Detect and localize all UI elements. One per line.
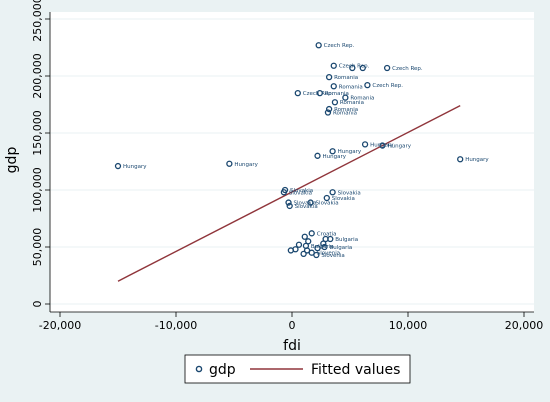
data-point <box>330 62 337 69</box>
point-label: Romania <box>339 84 363 90</box>
data-point <box>342 94 349 101</box>
point-label: Slovakia <box>295 204 318 210</box>
point-label: Slovakia <box>290 188 313 194</box>
data-point <box>349 64 356 72</box>
y-tick-label: 250,000 <box>31 0 44 42</box>
data-point <box>329 189 336 196</box>
point-label: Slovenia <box>317 251 340 257</box>
data-point <box>325 73 333 81</box>
legend-fit-label: Fitted values <box>311 362 400 378</box>
data-point <box>325 105 333 113</box>
y-tick-label: 200,000 <box>31 53 44 99</box>
point-label: Bulgaria <box>335 237 358 243</box>
data-point <box>361 141 369 148</box>
y-tick-label: 50,000 <box>31 228 44 267</box>
point-label: Czech Rep. <box>372 83 403 89</box>
point-label: Slovenia <box>321 253 344 259</box>
y-tick-label: 150,000 <box>31 110 44 156</box>
data-point <box>301 233 308 240</box>
point-label: Hungary <box>370 142 394 148</box>
data-point <box>316 89 323 97</box>
x-axis-title: fdi <box>283 338 301 354</box>
point-label: Slovakia <box>332 196 355 202</box>
legend-scatter-label: gdp <box>209 362 236 378</box>
data-points: Czech Rep.Czech Rep. Czech Rep.RomaniaRom… <box>114 42 489 259</box>
data-point <box>331 99 339 106</box>
point-label: Slovakia <box>316 201 339 207</box>
point-label: Romania <box>325 91 349 97</box>
data-point <box>383 64 391 72</box>
axes: 0 50,000 100,000 150,000 200,000 250,000 -20,0… <box>31 0 543 332</box>
y-tick-label: 0 <box>31 301 44 308</box>
legend-scatter-marker <box>195 365 203 373</box>
point-label: Slovakia <box>289 190 312 196</box>
point-label: Romania <box>340 100 364 106</box>
x-tick-label: 20,000 <box>505 319 544 332</box>
point-label: Hungary <box>465 157 489 163</box>
point-label: Romania <box>334 107 358 113</box>
point-label: Romania <box>350 96 374 102</box>
point-label: Czech Rep. <box>303 91 334 97</box>
point-label: Croatia <box>317 231 337 237</box>
data-point <box>307 199 314 206</box>
data-point <box>285 199 292 206</box>
data-point <box>364 81 371 89</box>
fitted-line-group <box>117 105 461 282</box>
data-point <box>313 251 320 259</box>
data-point <box>300 250 307 257</box>
data-point <box>295 241 303 248</box>
plot-area <box>50 12 534 312</box>
data-point <box>320 240 327 247</box>
x-tick-label: 10,000 <box>389 319 428 332</box>
data-point <box>457 156 464 163</box>
point-label: Hungary <box>323 154 347 160</box>
point-label: Romania <box>333 110 357 116</box>
data-point <box>308 230 315 237</box>
legend: gdp Fitted values <box>184 354 411 384</box>
point-label: Slovakia <box>338 190 361 196</box>
data-point <box>327 235 334 243</box>
data-point <box>287 247 294 254</box>
y-tick-label: 100,000 <box>31 167 44 213</box>
point-label: Hungary <box>338 149 362 155</box>
point-label: Slovakia <box>294 201 317 207</box>
data-point <box>280 189 288 196</box>
data-point <box>330 83 337 90</box>
data-point <box>321 243 328 251</box>
fitted-line <box>117 105 461 282</box>
data-point <box>359 64 366 72</box>
gridlines <box>50 18 534 305</box>
data-point <box>226 160 233 167</box>
x-tick-label: -10,000 <box>155 319 197 332</box>
data-point <box>329 148 336 155</box>
point-label: Romania <box>334 75 358 81</box>
data-point <box>286 202 293 210</box>
data-point <box>314 244 321 252</box>
x-tick-label: -20,000 <box>39 319 81 332</box>
x-tick-label: 0 <box>289 319 296 332</box>
point-label: Hungary <box>234 162 258 168</box>
point-label: Bulgaria <box>329 245 352 251</box>
data-point <box>314 152 321 159</box>
data-point <box>324 109 332 116</box>
data-point <box>323 194 330 202</box>
data-point <box>114 162 122 170</box>
data-point <box>294 89 301 97</box>
y-axis-title: gdp <box>4 147 20 174</box>
point-label: Czech Rep. <box>324 43 355 49</box>
point-label: Czech Rep. <box>392 66 423 72</box>
point-label: Hungary <box>123 164 147 170</box>
data-point <box>379 142 386 149</box>
point-label: Hungary <box>387 144 411 150</box>
data-point <box>315 42 322 49</box>
